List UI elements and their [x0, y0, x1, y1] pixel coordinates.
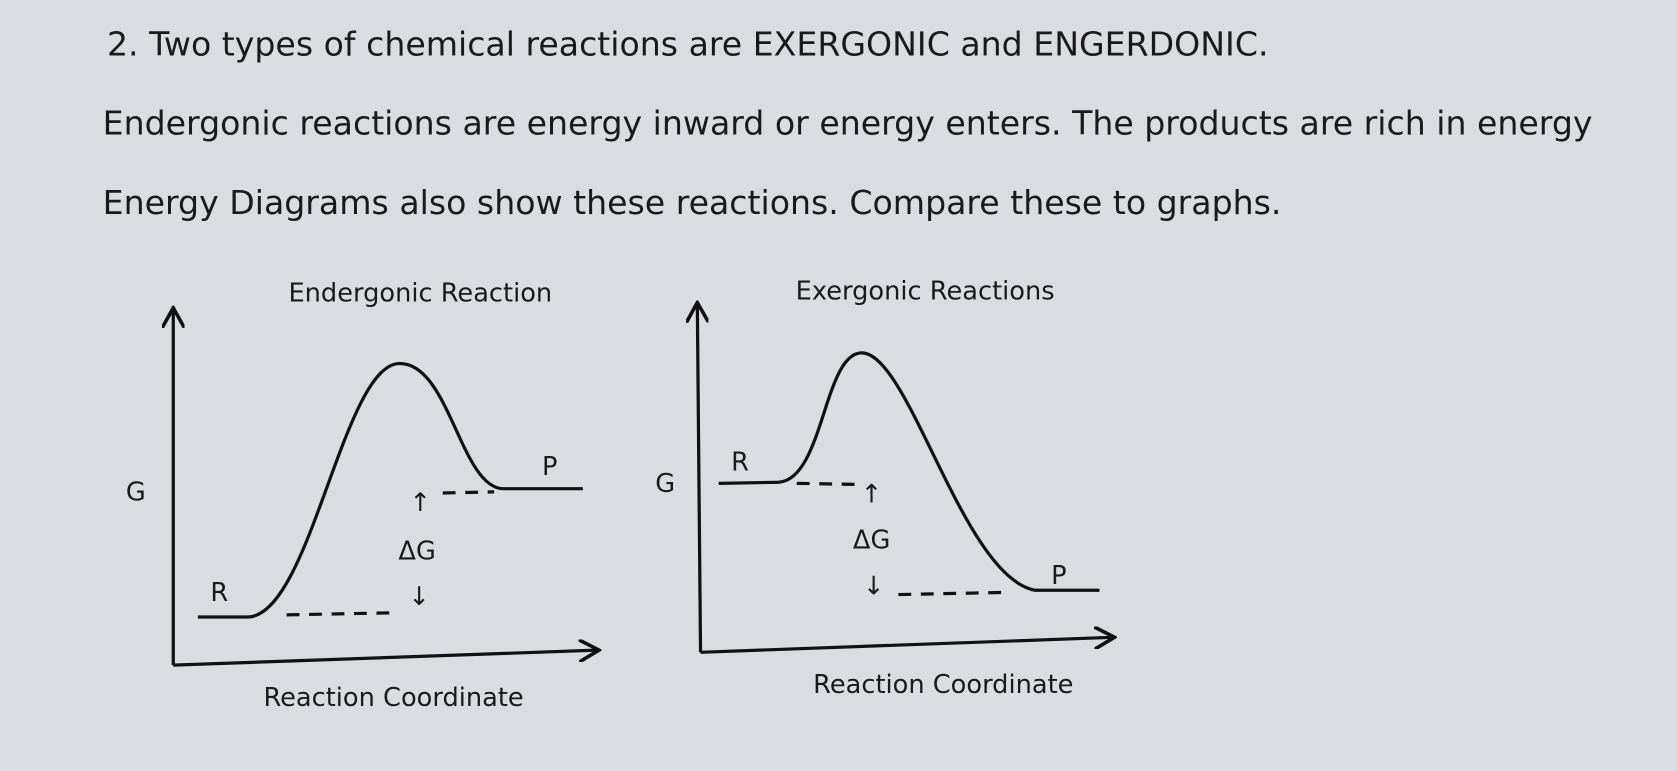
x-label: Reaction Coordinate [263, 683, 523, 713]
arrow-up: ↑ [861, 480, 883, 510]
reactant-label: R [731, 448, 749, 478]
paragraph: Energy Diagrams also show these reaction… [103, 183, 1282, 222]
dashed-line [796, 481, 856, 487]
x-axis [700, 637, 1113, 654]
dashed-line [442, 490, 495, 495]
dashed-line [898, 590, 1006, 597]
arrow-up: ↑ [410, 488, 432, 518]
question-text: 2. Two types of chemical reactions are E… [107, 25, 1269, 64]
energy-curve [718, 351, 1100, 592]
product-label: P [1051, 561, 1066, 591]
y-axis [697, 305, 700, 653]
reactant-label: R [210, 578, 228, 608]
arrow-down: ↓ [408, 582, 430, 612]
energy-curve [197, 361, 583, 619]
dashed-line [286, 611, 398, 617]
diagram-title: Exergonic Reactions [796, 276, 1055, 306]
x-axis [173, 650, 597, 667]
diagram-title: Endergonic Reaction [288, 279, 552, 309]
x-label: Reaction Coordinate [813, 670, 1073, 700]
product-label: P [542, 452, 557, 482]
y-label: G [126, 477, 146, 507]
paragraph: Endergonic reactions are energy inward o… [103, 104, 1593, 143]
delta-g-label: ΔG [853, 526, 890, 556]
endergonic-diagram: Endergonic Reaction G Reaction Coordinat… [126, 279, 597, 713]
arrow-down: ↓ [863, 572, 885, 602]
delta-g-label: ΔG [398, 536, 435, 566]
exergonic-diagram: Exergonic Reactions G Reaction Coordinat… [655, 276, 1112, 700]
y-label: G [655, 469, 675, 499]
